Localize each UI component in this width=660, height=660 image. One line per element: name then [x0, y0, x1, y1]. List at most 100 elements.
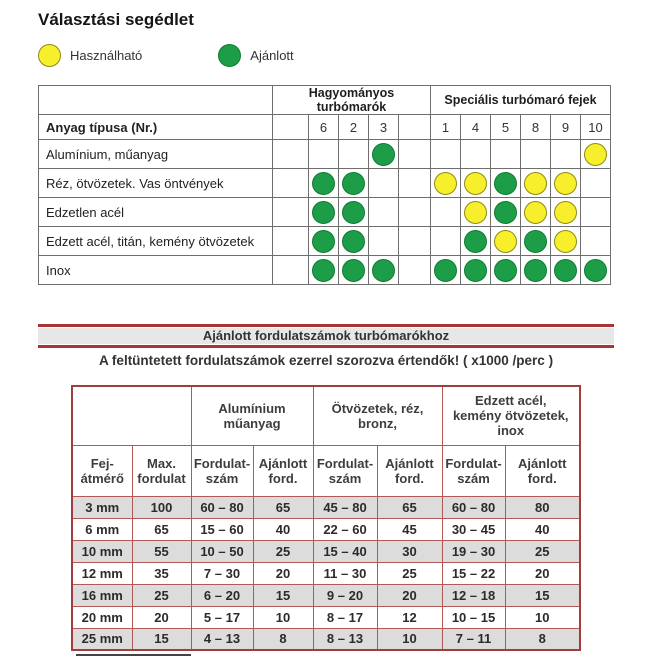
- recommended-speeds-table: Alumínium műanyag Ötvözetek, réz, bronz,…: [71, 385, 581, 651]
- rating-dot-cell: [490, 168, 521, 198]
- speed-range: 4 – 13: [190, 627, 254, 651]
- head-diameter: 6 mm: [71, 517, 133, 541]
- recommended-speed: 15: [504, 583, 581, 607]
- rating-dot-cell: [368, 139, 399, 169]
- recommended-speed: 20: [376, 583, 443, 607]
- legend-item-usable: Használható: [38, 43, 143, 67]
- head-diameter: 12 mm: [71, 561, 133, 585]
- rating-dot-cell: [460, 168, 491, 198]
- rating-dot-cell: [580, 139, 611, 169]
- rating-dot-cell: [272, 197, 309, 227]
- rating-dot-cell: [520, 197, 551, 227]
- col-header-max-speed: Max. fordulat: [131, 444, 192, 497]
- rating-dot-cell: [460, 226, 491, 256]
- legend-item-recommended: Ajánlott: [218, 43, 294, 67]
- table-row-3mm: 3 mm 100 60 – 80 65 45 – 80 65 60 – 80 8…: [71, 495, 581, 519]
- head-diameter: 20 mm: [71, 605, 133, 629]
- col-header: 6: [308, 114, 339, 140]
- recommended-speed: 40: [504, 517, 581, 541]
- matrix-row-header: Anyag típusa (Nr.): [38, 114, 273, 140]
- rating-dot-cell: [398, 226, 431, 256]
- rating-dot-cell: [338, 139, 369, 169]
- speeds-corner-cell: [71, 385, 192, 446]
- head-diameter: 3 mm: [71, 495, 133, 519]
- rating-dot-cell: [308, 255, 339, 285]
- rating-dot-cell: [308, 197, 339, 227]
- rating-dot-cell: [338, 226, 369, 256]
- rating-dot-cell: [550, 255, 581, 285]
- rating-dot-cell: [580, 197, 611, 227]
- speed-range: 60 – 80: [190, 495, 254, 519]
- speeds-note: A feltüntetett fordulatszámok ezerrel sz…: [98, 353, 554, 368]
- speed-range: 10 – 50: [190, 539, 254, 563]
- head-diameter: 16 mm: [71, 583, 133, 607]
- bottom-cropped-border: [76, 654, 191, 656]
- col-header-speed-range: Fordulat- szám: [190, 444, 254, 497]
- col-header: 10: [580, 114, 611, 140]
- speed-range: 45 – 80: [312, 495, 378, 519]
- rating-dot-cell: [368, 197, 399, 227]
- rating-dot-cell: [520, 168, 551, 198]
- rating-dot-cell: [550, 139, 581, 169]
- table-row-20mm: 20 mm 20 5 – 17 10 8 – 17 12 10 – 15 10: [71, 605, 581, 629]
- rating-dot-cell: [338, 197, 369, 227]
- group-header-traditional: Hagyományos turbómarók: [272, 85, 431, 115]
- rating-dot-cell: [460, 197, 491, 227]
- max-speed: 55: [131, 539, 192, 563]
- material-label: Edzetlen acél: [38, 197, 273, 227]
- rating-dot-cell: [490, 197, 521, 227]
- col-header-speed-range: Fordulat- szám: [441, 444, 506, 497]
- rating-dot-cell: [338, 255, 369, 285]
- col-header-recommended: Ajánlott ford.: [504, 444, 581, 497]
- group-header-hardened: Edzett acél, kemény ötvözetek, inox: [441, 385, 581, 446]
- speed-range: 6 – 20: [190, 583, 254, 607]
- col-header-speed-range: Fordulat- szám: [312, 444, 378, 497]
- rating-dot-cell: [430, 255, 461, 285]
- rating-dot-cell: [520, 255, 551, 285]
- speeds-group-header-row: Alumínium műanyag Ötvözetek, réz, bronz,…: [71, 385, 581, 446]
- table-row-hardened-steel: Edzett acél, titán, kemény ötvözetek: [38, 226, 611, 256]
- rating-dot-cell: [430, 139, 461, 169]
- speed-range: 9 – 20: [312, 583, 378, 607]
- rating-dot-cell: [398, 168, 431, 198]
- speed-range: 15 – 60: [190, 517, 254, 541]
- speed-range: 22 – 60: [312, 517, 378, 541]
- page-title: Választási segédlet: [38, 10, 194, 29]
- max-speed: 15: [131, 627, 192, 651]
- head-diameter: 25 mm: [71, 627, 133, 651]
- col-header-recommended: Ajánlott ford.: [252, 444, 314, 497]
- max-speed: 25: [131, 583, 192, 607]
- rating-dot-cell: [490, 255, 521, 285]
- recommended-speed: 80: [504, 495, 581, 519]
- legend-usable-label: Használható: [70, 47, 143, 63]
- rating-dot-cell: [272, 226, 309, 256]
- legend: Használható Ajánlott: [38, 42, 294, 68]
- rating-dot-cell: [398, 139, 431, 169]
- rating-dot-cell: [368, 255, 399, 285]
- table-row-inox: Inox: [38, 255, 611, 285]
- recommended-speed: 65: [376, 495, 443, 519]
- recommended-speed: 12: [376, 605, 443, 629]
- col-header: 3: [368, 114, 399, 140]
- speed-range: 12 – 18: [441, 583, 506, 607]
- table-row-6mm: 6 mm 65 15 – 60 40 22 – 60 45 30 – 45 40: [71, 517, 581, 541]
- rating-dot-cell: [580, 168, 611, 198]
- head-diameter: 10 mm: [71, 539, 133, 563]
- recommended-speed: 25: [376, 561, 443, 585]
- recommended-speed: 40: [252, 517, 314, 541]
- speed-range: 11 – 30: [312, 561, 378, 585]
- speed-range: 15 – 22: [441, 561, 506, 585]
- recommended-speed: 45: [376, 517, 443, 541]
- table-row-copper: Réz, ötvözetek. Vas öntvények: [38, 168, 611, 198]
- speed-range: 60 – 80: [441, 495, 506, 519]
- rating-dot-cell: [550, 197, 581, 227]
- col-header: 2: [338, 114, 369, 140]
- rating-dot-cell: [368, 226, 399, 256]
- rating-dot-cell: [490, 139, 521, 169]
- rating-dot-cell: [398, 197, 431, 227]
- recommended-speed: 15: [252, 583, 314, 607]
- speed-range: 19 – 30: [441, 539, 506, 563]
- col-header: 1: [430, 114, 461, 140]
- matrix-number-header-row: Anyag típusa (Nr.) 6 2 3 1 4 5 8 9 10: [38, 114, 611, 140]
- usable-dot-icon: [38, 43, 61, 67]
